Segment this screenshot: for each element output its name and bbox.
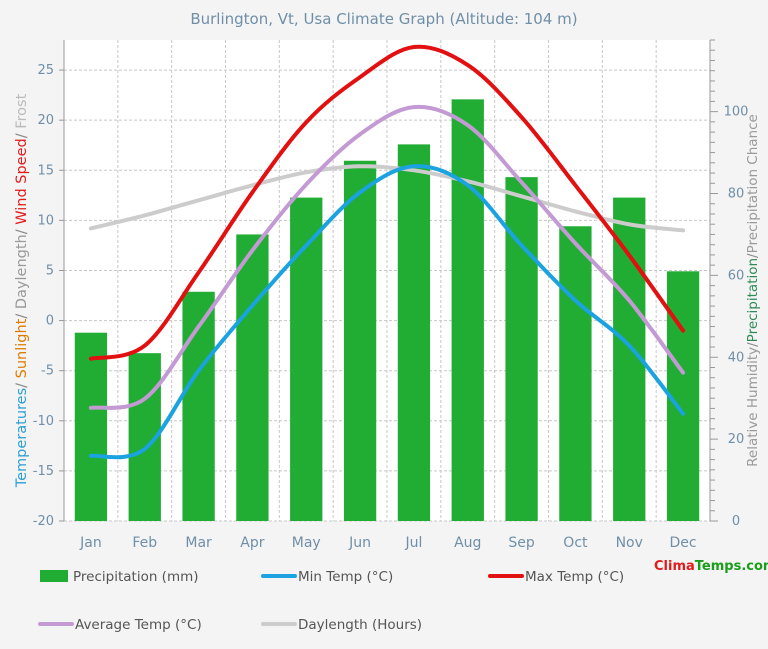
brand-logo[interactable]: ClimaTemps.com [654,559,768,574]
left-tick-label: -5 [41,364,54,379]
precip-bar-may [290,197,323,521]
right-tick-label: 20 [728,432,745,447]
x-tick-label-may: May [292,535,321,551]
daylength-hours-line [88,164,686,233]
precip-bar-aug [451,99,484,521]
legend: Precipitation (mm) Min Temp (°C) Max Temp … [38,569,624,633]
x-tick-label-aug: Aug [454,535,481,551]
left-tick-label: 10 [37,213,54,228]
left-axis-label: Temperatures/ Sunlight/ Daylength/ Wind … [14,93,30,488]
legend-item-3: Average Temp (°C) [38,617,202,633]
x-tick-label-mar: Mar [185,535,212,551]
left-tick-label: 0 [46,314,54,329]
x-tick-label-apr: Apr [240,535,264,551]
right-axis-label: Relative Humidity/Precipitation/Precipit… [745,114,761,467]
x-tick-label-jun: Jun [348,535,371,551]
grid [63,40,711,522]
legend-item-4: Daylength (Hours) [261,617,422,633]
right-tick-label: 60 [728,268,745,283]
legend-item-0: Precipitation (mm) [40,569,199,585]
legend-item-2: Max Temp (°C) [488,569,624,585]
average-temp-c-line [88,104,686,410]
x-tick-label-sep: Sep [508,535,535,551]
legend-swatch [40,570,68,582]
left-tick-label: -15 [33,464,54,479]
x-tick-label-feb: Feb [132,535,157,551]
precip-bar-jun [343,160,377,521]
brand-part1: Clima [654,559,695,574]
legend-label: Max Temp (°C) [525,569,624,585]
x-tick-label-jul: Jul [404,535,422,551]
precip-bar-jan [74,332,108,521]
right-tick-label: 40 [728,350,745,365]
legend-label: Precipitation (mm) [73,569,199,585]
right-tick-label: 0 [732,514,740,529]
left-tick-label: 25 [37,63,54,78]
legend-item-1: Min Temp (°C) [261,569,393,585]
precip-bar-apr [236,234,269,521]
chart-title: Burlington, Vt, Usa Climate Graph (Altit… [190,10,577,28]
brand-part2: Temps.com [694,559,768,574]
left-tick-label: -10 [33,414,54,429]
legend-label: Average Temp (°C) [75,617,202,633]
x-tick-label-oct: Oct [563,535,588,551]
min-temp-c-line [88,164,686,460]
precip-bar-jul [397,144,431,521]
temperature-lines [88,44,686,460]
legend-label: Min Temp (°C) [298,569,393,585]
legend-label: Daylength (Hours) [298,617,422,633]
left-tick-label: 15 [37,163,54,178]
right-tick-label: 100 [724,105,749,120]
axis-label-text: Relative Humidity/Precipitation/Precipit… [745,114,761,467]
axis-label-text: Temperatures/ Sunlight/ Daylength/ Wind … [14,93,30,488]
x-tick-label-nov: Nov [616,535,643,551]
x-tick-label-jan: Jan [79,535,102,551]
right-tick-label: 80 [728,187,745,202]
left-tick-label: 20 [37,113,54,128]
max-temp-c-line [88,44,686,361]
left-tick-label: -20 [33,514,54,529]
x-tick-label-dec: Dec [670,535,697,551]
precip-bar-oct [559,226,592,521]
axes: -20 -15 -10 -5 0 5 10 15 20 25 0 20 40 60 80 100 Jan Feb M… [33,39,749,551]
left-tick-label: 5 [46,263,54,278]
precip-bar-sep [505,177,538,521]
